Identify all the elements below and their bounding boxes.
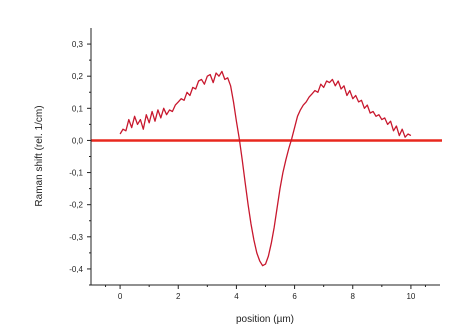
y-ticks: 0,3 0,2 0,1 0,0 -0,1 -0,2 -0,3 -0,4 (69, 40, 91, 286)
series-layer (119, 70, 412, 267)
y-tick-label: 0,3 (72, 40, 84, 49)
y-tick-label: 0,1 (72, 104, 84, 113)
x-tick-label: 2 (176, 292, 181, 301)
y-tick-label: -0,4 (69, 265, 83, 274)
y-axis-label: Raman shift (rel. 1/cm) (34, 105, 45, 206)
y-tick-label: -0,2 (69, 201, 83, 210)
x-tick-label: 4 (234, 292, 239, 301)
x-tick-label: 10 (406, 292, 415, 301)
y-tick-label: 0,2 (72, 72, 84, 81)
y-tick-label: 0,0 (72, 136, 84, 145)
y-tick-label: -0,3 (69, 233, 83, 242)
y-tick-label: -0,1 (69, 169, 83, 178)
x-axis-label: position (µm) (236, 314, 294, 325)
plot-area (91, 28, 440, 285)
series-line (119, 70, 412, 267)
x-tick-label: 8 (351, 292, 356, 301)
x-tick-label: 0 (118, 292, 123, 301)
x-ticks: 0 2 4 6 8 10 (105, 285, 426, 301)
x-tick-label: 6 (292, 292, 297, 301)
